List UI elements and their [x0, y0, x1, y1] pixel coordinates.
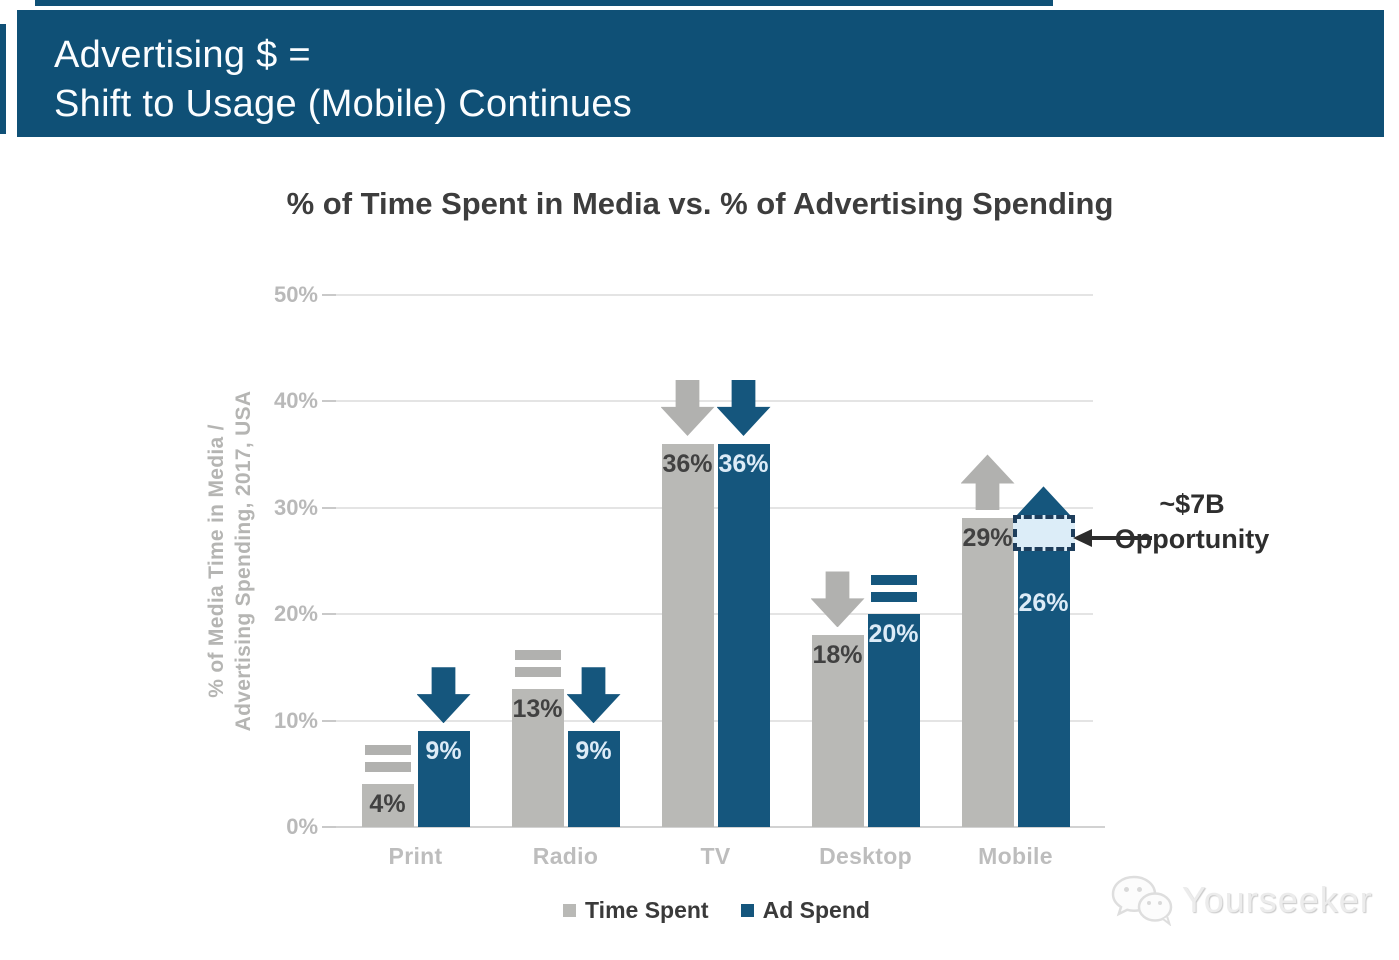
y-tick-0% [322, 826, 336, 828]
value-label-print-time-spent: 4% [369, 790, 406, 819]
yourseeker-logo-icon [1111, 875, 1173, 926]
equals-icon-radio-time-spent-2 [514, 666, 561, 677]
watermark: Yourseeker [1110, 874, 1373, 926]
gridline-20% [336, 613, 1093, 616]
slide-header-banner: Advertising $ = Shift to Usage (Mobile) … [17, 10, 1384, 137]
x-label-radio: Radio [532, 843, 599, 869]
bar-radio-ad-spend [567, 731, 620, 827]
arrow-down-icon-print-ad-spend [416, 667, 471, 724]
bar-tv-ad-spend [717, 443, 770, 827]
gridline-30% [336, 506, 1093, 509]
value-label-desktop-ad-spend: 20% [868, 620, 919, 649]
bar-desktop-ad-spend [867, 614, 920, 827]
value-label-mobile-time-spent: 29% [962, 524, 1013, 553]
x-label-tv: TV [700, 843, 731, 869]
bar-mobile-ad-spend [1017, 550, 1070, 827]
gridline-0% [336, 826, 1105, 828]
value-label-radio-ad-spend: 9% [575, 737, 612, 766]
arrow-down-icon-tv-time-spent [660, 379, 715, 436]
equals-icon-radio-time-spent [514, 649, 561, 660]
value-label-mobile-ad-spend: 26% [1018, 589, 1069, 618]
y-tick-30% [322, 506, 336, 509]
bar-print-time-spent [361, 784, 414, 827]
y-tick-label-20%: 20% [273, 601, 318, 627]
bar-radio-time-spent [511, 688, 564, 827]
y-tick-label-0%: 0% [286, 814, 318, 839]
banner-line1: Advertising $ = [54, 34, 311, 76]
value-label-print-ad-spend: 9% [425, 737, 462, 766]
opportunity-annotation: ~$7B Opportunity [1103, 487, 1281, 557]
bar-print-ad-spend [417, 731, 470, 827]
equals-icon-desktop-ad-spend-2 [870, 592, 917, 603]
gridline-40% [336, 400, 1093, 403]
value-label-radio-time-spent: 13% [512, 694, 563, 723]
arrow-down-icon-tv-ad-spend [716, 379, 771, 436]
opportunity-gap-box [1012, 515, 1075, 552]
annotation-arrow-line [1090, 536, 1152, 540]
equals-icon-print-time-spent [364, 745, 411, 756]
gridline-10% [336, 719, 1093, 722]
equals-icon-print-time-spent-2 [364, 762, 411, 773]
y-tick-40% [322, 400, 336, 403]
slide-edge-artifact-top [35, 0, 1053, 6]
y-tick-label-30%: 30% [273, 494, 318, 520]
x-label-mobile: Mobile [978, 843, 1053, 869]
ad-spend-swatch-icon [740, 904, 754, 917]
y-tick-10% [322, 719, 336, 722]
legend-label-ad-spend: Ad Spend [762, 897, 870, 923]
equals-icon-desktop-ad-spend [870, 575, 917, 586]
value-label-desktop-time-spent: 18% [812, 641, 863, 670]
legend-item-time-spent: Time Spent [563, 897, 709, 924]
arrow-down-icon-radio-ad-spend [566, 667, 621, 724]
y-tick-20% [322, 613, 336, 616]
arrow-up-icon-mobile-time-spent [960, 454, 1015, 511]
legend-label-time-spent: Time Spent [585, 897, 709, 923]
arrow-down-icon-desktop-time-spent [810, 571, 865, 628]
banner-line2: Shift to Usage (Mobile) Continues [54, 83, 633, 125]
x-label-desktop: Desktop [819, 843, 912, 869]
value-label-tv-time-spent: 36% [662, 449, 713, 478]
bar-mobile-time-spent [961, 518, 1014, 827]
y-tick-label-50%: 50% [273, 282, 318, 307]
time-spent-swatch-icon [563, 904, 577, 917]
chart-legend: Time Spent Ad Spend [340, 897, 1093, 924]
y-tick-label-10%: 10% [273, 707, 318, 733]
y-tick-label-40%: 40% [273, 388, 318, 414]
bar-tv-time-spent [661, 443, 714, 827]
bar-desktop-time-spent [811, 635, 864, 827]
gridline-50% [336, 294, 1093, 296]
legend-item-ad-spend: Ad Spend [740, 897, 870, 924]
value-label-tv-ad-spend: 36% [718, 449, 769, 478]
slide-edge-artifact-left [0, 24, 6, 134]
opportunity-annotation-line1: ~$7B [1159, 489, 1225, 519]
y-tick-50% [322, 294, 336, 296]
watermark-text: Yourseeker [1182, 879, 1373, 920]
chart-title: % of Time Spent in Media vs. % of Advert… [286, 186, 1114, 221]
x-label-print: Print [388, 843, 443, 869]
